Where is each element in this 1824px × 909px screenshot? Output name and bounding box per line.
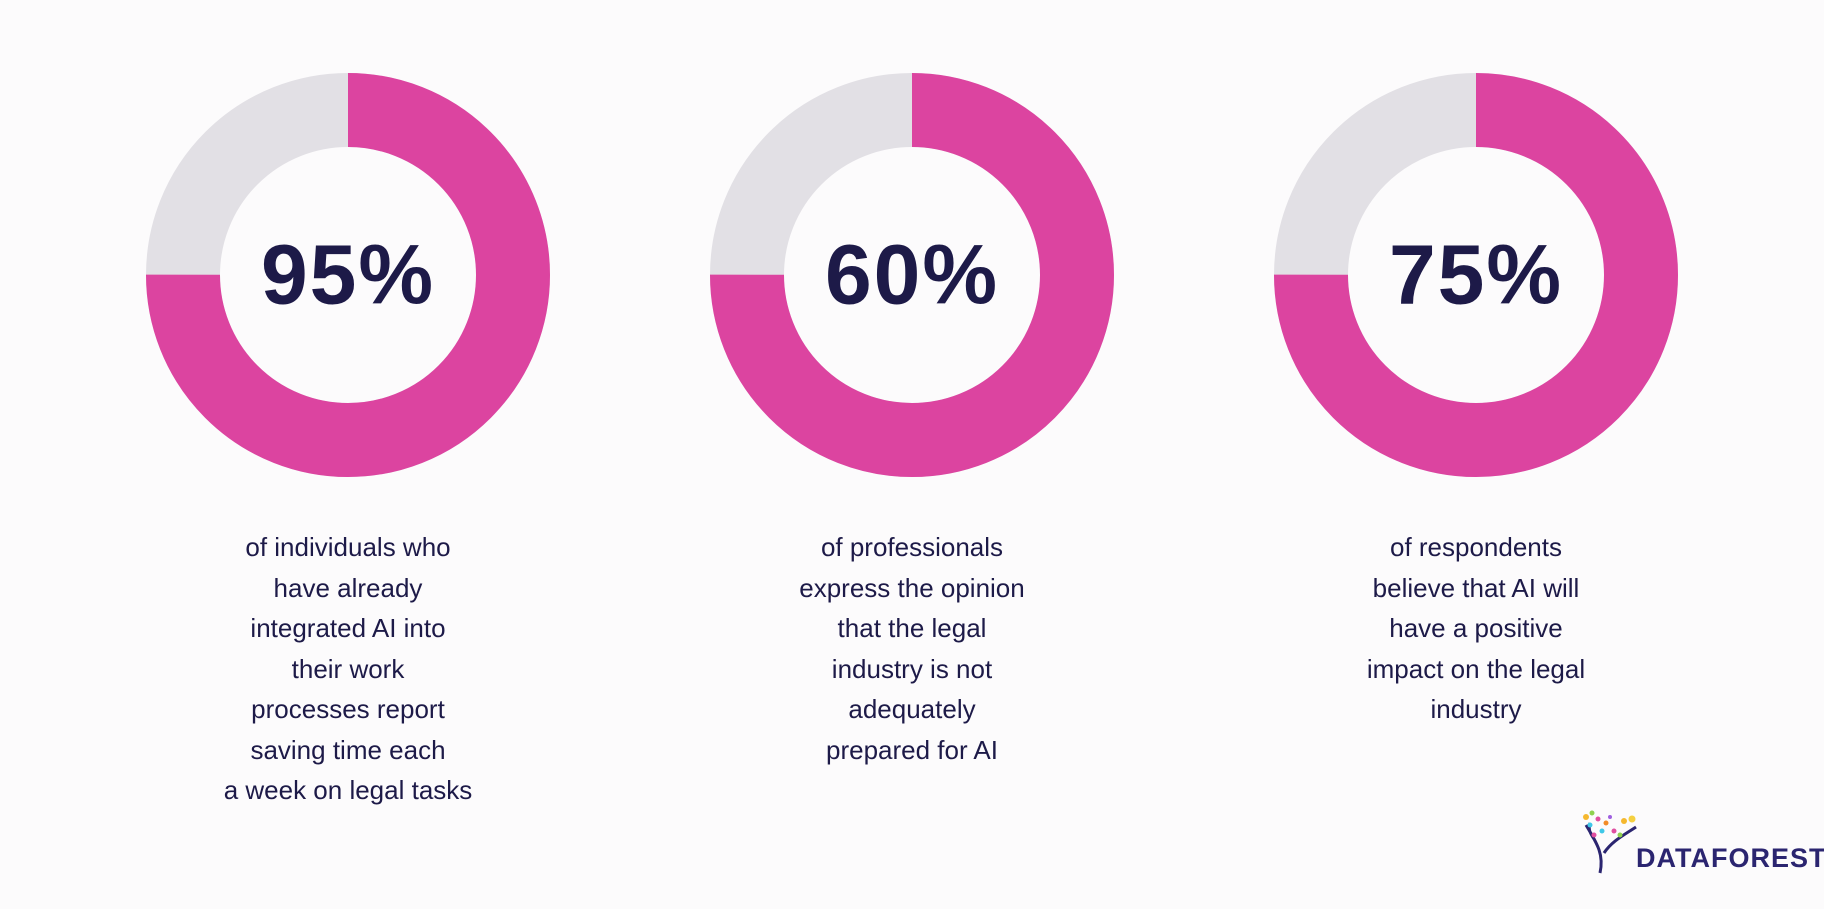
description: of professionals express the opinion that …	[652, 527, 1172, 770]
description-line: adequately	[848, 694, 976, 724]
donut-svg	[710, 73, 1114, 477]
description-line: have a positive	[1389, 613, 1563, 643]
donut-filled-segment	[1274, 73, 1678, 477]
description-line: a week on legal tasks	[223, 775, 473, 805]
donut-filled-segment	[146, 73, 550, 477]
description-line: integrated AI into	[250, 613, 446, 643]
percent-label: 75%	[1388, 227, 1564, 322]
description-line: prepared for AI	[826, 734, 998, 765]
donut-filled-segment	[710, 73, 1114, 477]
description-line: impact on the legal	[1366, 653, 1586, 684]
description-line: have already	[273, 572, 423, 603]
description: of individuals who have already integrated…	[88, 527, 608, 811]
logo-text: DATAFOREST	[1636, 843, 1824, 873]
donut-svg	[1274, 73, 1678, 477]
description-line: express the opinion	[799, 572, 1025, 603]
description-line: of individuals who	[245, 532, 451, 562]
description-line: their work	[291, 653, 405, 684]
description-line: of professionals	[820, 532, 1004, 562]
description-line: believe that AI will	[1372, 572, 1580, 603]
description-line: saving time each	[250, 734, 446, 765]
description-line: industry	[1430, 694, 1522, 724]
percent-label: 95%	[260, 227, 436, 322]
description: of respondents believe that AI will have a…	[1216, 527, 1736, 730]
description-line: of respondents	[1389, 532, 1562, 562]
description-line: that the legal	[837, 613, 987, 643]
tree-icon	[1583, 810, 1637, 874]
description-line: industry is not	[831, 653, 993, 684]
dataforest-logo: DATAFOREST	[1580, 805, 1824, 877]
description-line: processes report	[251, 694, 445, 724]
donut-svg	[146, 73, 550, 477]
percent-label: 60%	[824, 227, 1000, 322]
